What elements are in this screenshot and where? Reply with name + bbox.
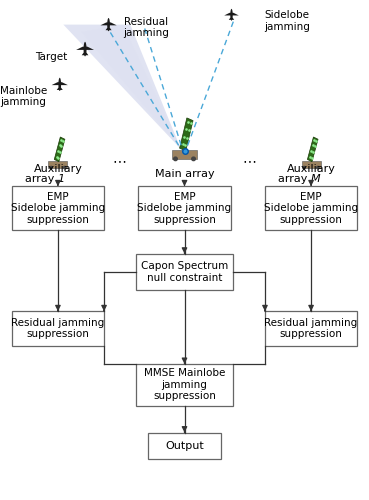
Bar bbox=[301, 161, 321, 168]
Text: Output: Output bbox=[165, 441, 204, 451]
Text: Residual jamming
suppression: Residual jamming suppression bbox=[11, 318, 104, 339]
Text: Auxiliary: Auxiliary bbox=[287, 164, 335, 173]
Bar bbox=[265, 186, 357, 230]
Text: Auxiliary: Auxiliary bbox=[34, 164, 82, 173]
Text: Mainlobe
jamming: Mainlobe jamming bbox=[0, 86, 47, 108]
Text: Residual jamming
suppression: Residual jamming suppression bbox=[265, 318, 358, 339]
Text: M: M bbox=[311, 174, 321, 184]
Ellipse shape bbox=[173, 156, 178, 162]
Ellipse shape bbox=[107, 18, 110, 31]
Bar bbox=[12, 186, 104, 230]
Bar bbox=[265, 311, 357, 346]
Ellipse shape bbox=[316, 166, 320, 170]
Polygon shape bbox=[229, 18, 234, 20]
Polygon shape bbox=[76, 46, 94, 50]
Bar bbox=[138, 186, 231, 230]
Bar bbox=[148, 432, 221, 460]
Ellipse shape bbox=[49, 166, 53, 170]
Ellipse shape bbox=[83, 42, 87, 56]
Text: EMP
Sidelobe jamming
suppression: EMP Sidelobe jamming suppression bbox=[264, 192, 358, 225]
Text: Sidelobe
jamming: Sidelobe jamming bbox=[264, 10, 310, 32]
Text: ⋯: ⋯ bbox=[113, 154, 126, 168]
Ellipse shape bbox=[58, 78, 61, 91]
Bar bbox=[136, 254, 233, 290]
Text: Main array: Main array bbox=[155, 169, 214, 179]
Text: ⋯: ⋯ bbox=[243, 154, 256, 168]
Polygon shape bbox=[52, 82, 68, 85]
Text: Capon Spectrum
null constraint: Capon Spectrum null constraint bbox=[141, 261, 228, 283]
Bar bbox=[54, 137, 65, 162]
Bar bbox=[180, 118, 193, 151]
Bar bbox=[307, 137, 318, 162]
Ellipse shape bbox=[230, 9, 233, 21]
Polygon shape bbox=[82, 52, 89, 55]
Text: MMSE Mainlobe
jamming
suppression: MMSE Mainlobe jamming suppression bbox=[144, 368, 225, 402]
Bar bbox=[48, 161, 68, 168]
Text: 1: 1 bbox=[58, 174, 65, 184]
Bar bbox=[172, 150, 197, 159]
Bar bbox=[136, 364, 233, 406]
Ellipse shape bbox=[191, 156, 196, 162]
Text: EMP
Sidelobe jamming
suppression: EMP Sidelobe jamming suppression bbox=[137, 192, 232, 225]
Polygon shape bbox=[63, 24, 181, 149]
Polygon shape bbox=[106, 28, 111, 30]
Polygon shape bbox=[82, 24, 181, 149]
Text: Target: Target bbox=[35, 52, 67, 62]
Text: array: array bbox=[25, 174, 58, 184]
Bar bbox=[12, 311, 104, 346]
Ellipse shape bbox=[302, 166, 306, 170]
Text: Residual
jamming: Residual jamming bbox=[124, 17, 169, 38]
Polygon shape bbox=[224, 13, 239, 16]
Polygon shape bbox=[57, 88, 63, 90]
Text: EMP
Sidelobe jamming
suppression: EMP Sidelobe jamming suppression bbox=[11, 192, 105, 225]
Polygon shape bbox=[100, 22, 117, 26]
Ellipse shape bbox=[63, 166, 67, 170]
Text: array: array bbox=[278, 174, 311, 184]
